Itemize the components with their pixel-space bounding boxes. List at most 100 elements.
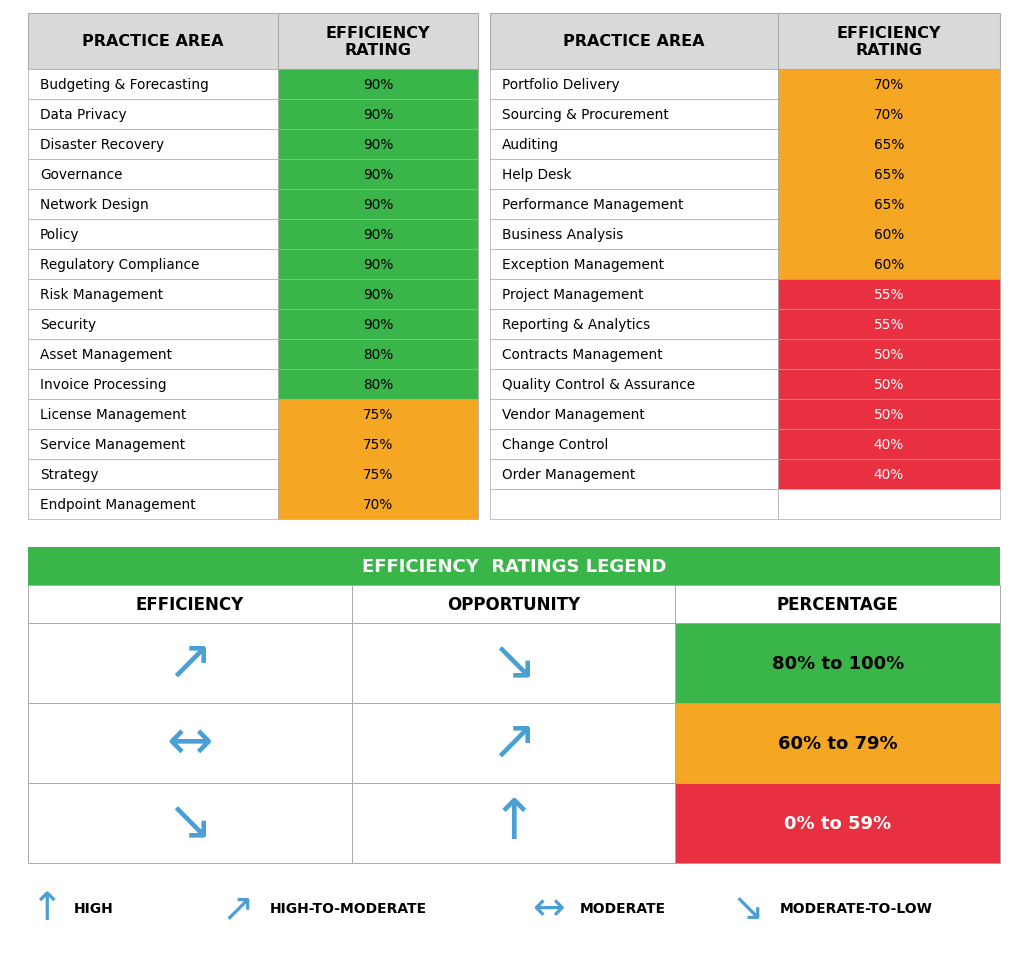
Text: ↘: ↘ <box>732 890 764 927</box>
Bar <box>28 310 278 340</box>
Text: OPPORTUNITY: OPPORTUNITY <box>446 595 580 613</box>
Bar <box>778 399 1000 429</box>
Bar <box>278 14 478 70</box>
Text: ↘: ↘ <box>490 637 537 690</box>
Bar <box>278 70 478 100</box>
Bar <box>778 280 1000 310</box>
Bar <box>490 130 778 160</box>
Bar <box>778 190 1000 220</box>
Bar <box>490 310 778 340</box>
Text: HIGH: HIGH <box>74 901 114 915</box>
Bar <box>278 340 478 369</box>
Bar <box>778 340 1000 369</box>
Bar <box>28 190 278 220</box>
Bar <box>28 250 278 280</box>
Text: Disaster Recovery: Disaster Recovery <box>40 138 164 152</box>
Bar <box>351 623 676 703</box>
Bar <box>778 160 1000 190</box>
Bar <box>778 459 1000 489</box>
Bar <box>278 489 478 519</box>
Text: Security: Security <box>40 318 96 331</box>
Text: 80% to 100%: 80% to 100% <box>771 654 904 672</box>
Bar <box>778 429 1000 459</box>
Bar <box>490 280 778 310</box>
Bar <box>778 310 1000 340</box>
Text: Strategy: Strategy <box>40 467 98 482</box>
Text: Network Design: Network Design <box>40 198 148 212</box>
Text: 90%: 90% <box>362 228 393 241</box>
Text: ↑: ↑ <box>490 797 537 850</box>
Bar <box>676 585 1000 623</box>
Bar <box>278 160 478 190</box>
Bar <box>28 70 278 100</box>
Text: EFFICIENCY: EFFICIENCY <box>136 595 244 613</box>
Bar <box>490 340 778 369</box>
Bar <box>278 250 478 280</box>
Bar <box>778 100 1000 130</box>
Bar <box>490 220 778 250</box>
Bar <box>28 399 278 429</box>
Text: 90%: 90% <box>362 258 393 271</box>
Text: 55%: 55% <box>873 288 904 301</box>
Text: PRACTICE AREA: PRACTICE AREA <box>563 35 705 49</box>
Bar <box>278 130 478 160</box>
Bar <box>351 783 676 863</box>
Bar <box>28 585 351 623</box>
Text: 90%: 90% <box>362 108 393 122</box>
Text: HIGH-TO-MODERATE: HIGH-TO-MODERATE <box>270 901 427 915</box>
Bar <box>28 160 278 190</box>
Text: 70%: 70% <box>873 108 904 122</box>
Text: ↗: ↗ <box>221 890 254 927</box>
Bar <box>28 429 278 459</box>
Bar <box>778 220 1000 250</box>
Text: Help Desk: Help Desk <box>502 168 571 182</box>
Bar <box>778 130 1000 160</box>
Text: ↗: ↗ <box>490 716 537 770</box>
Bar <box>278 280 478 310</box>
Text: Regulatory Compliance: Regulatory Compliance <box>40 258 200 271</box>
Text: 55%: 55% <box>873 318 904 331</box>
Text: 75%: 75% <box>362 408 393 422</box>
Text: Asset Management: Asset Management <box>40 348 172 361</box>
Bar <box>28 783 351 863</box>
Text: Business Analysis: Business Analysis <box>502 228 624 241</box>
Text: 50%: 50% <box>873 378 904 391</box>
Text: 40%: 40% <box>873 438 904 452</box>
Bar <box>778 250 1000 280</box>
Text: PRACTICE AREA: PRACTICE AREA <box>82 35 224 49</box>
Text: 50%: 50% <box>873 408 904 422</box>
Text: 80%: 80% <box>362 378 393 391</box>
Text: 0% to 59%: 0% to 59% <box>784 814 891 832</box>
Text: 50%: 50% <box>873 348 904 361</box>
Bar <box>28 340 278 369</box>
Bar <box>778 369 1000 399</box>
Bar <box>490 429 778 459</box>
Bar <box>778 14 1000 70</box>
Bar <box>28 369 278 399</box>
Bar <box>490 160 778 190</box>
Text: Governance: Governance <box>40 168 123 182</box>
Bar <box>28 623 351 703</box>
Text: Vendor Management: Vendor Management <box>502 408 645 422</box>
Text: 80%: 80% <box>362 348 393 361</box>
Text: Policy: Policy <box>40 228 80 241</box>
Bar <box>28 547 1000 585</box>
Bar <box>490 369 778 399</box>
Bar <box>28 489 278 519</box>
Text: Risk Management: Risk Management <box>40 288 163 301</box>
Text: Endpoint Management: Endpoint Management <box>40 497 196 512</box>
Bar <box>676 623 1000 703</box>
Bar <box>278 429 478 459</box>
Text: 75%: 75% <box>362 467 393 482</box>
Text: EFFICIENCY
RATING: EFFICIENCY RATING <box>326 26 430 58</box>
Text: Contracts Management: Contracts Management <box>502 348 663 361</box>
Text: ↑: ↑ <box>30 890 62 927</box>
Bar <box>278 399 478 429</box>
Text: License Management: License Management <box>40 408 186 422</box>
Bar <box>28 703 351 783</box>
Bar <box>490 399 778 429</box>
Text: Data Privacy: Data Privacy <box>40 108 127 122</box>
Bar <box>28 280 278 310</box>
Text: 90%: 90% <box>362 198 393 212</box>
Text: 90%: 90% <box>362 78 393 92</box>
